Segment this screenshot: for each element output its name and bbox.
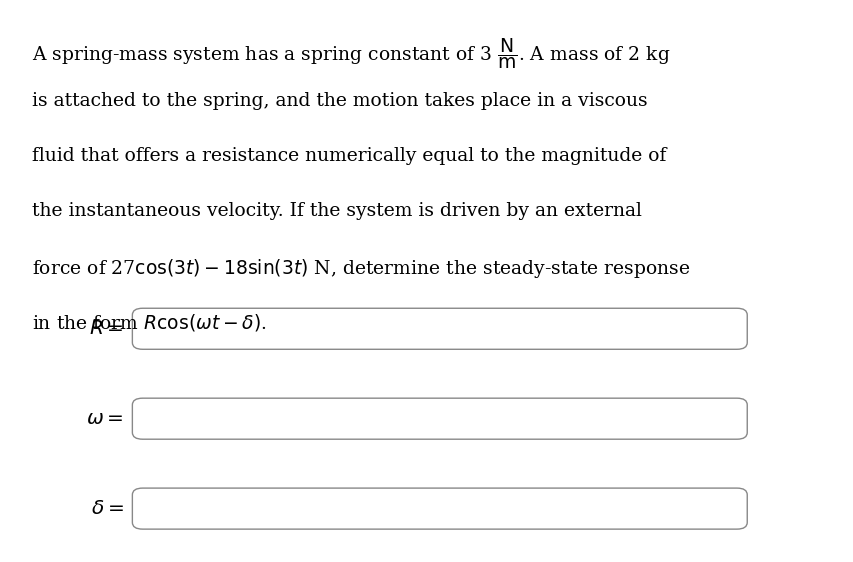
FancyBboxPatch shape [132, 308, 746, 349]
Text: A spring-mass system has a spring constant of 3 $\dfrac{\mathrm{N}}{\mathrm{m}}$: A spring-mass system has a spring consta… [32, 37, 670, 71]
FancyBboxPatch shape [132, 398, 746, 439]
Text: $\delta =$: $\delta =$ [90, 499, 124, 518]
Text: is attached to the spring, and the motion takes place in a viscous: is attached to the spring, and the motio… [32, 92, 647, 110]
Text: $\omega =$: $\omega =$ [86, 409, 124, 428]
Text: fluid that offers a resistance numerically equal to the magnitude of: fluid that offers a resistance numerical… [32, 147, 666, 165]
Text: the instantaneous velocity. If the system is driven by an external: the instantaneous velocity. If the syste… [32, 202, 641, 220]
Text: in the form $R\cos(\omega t - \delta)$.: in the form $R\cos(\omega t - \delta)$. [32, 312, 267, 333]
Text: $R =$: $R =$ [89, 319, 124, 338]
Text: force of 27$\cos(3t) - 18\sin(3t)$ N, determine the steady-state response: force of 27$\cos(3t) - 18\sin(3t)$ N, de… [32, 257, 690, 280]
FancyBboxPatch shape [132, 488, 746, 529]
